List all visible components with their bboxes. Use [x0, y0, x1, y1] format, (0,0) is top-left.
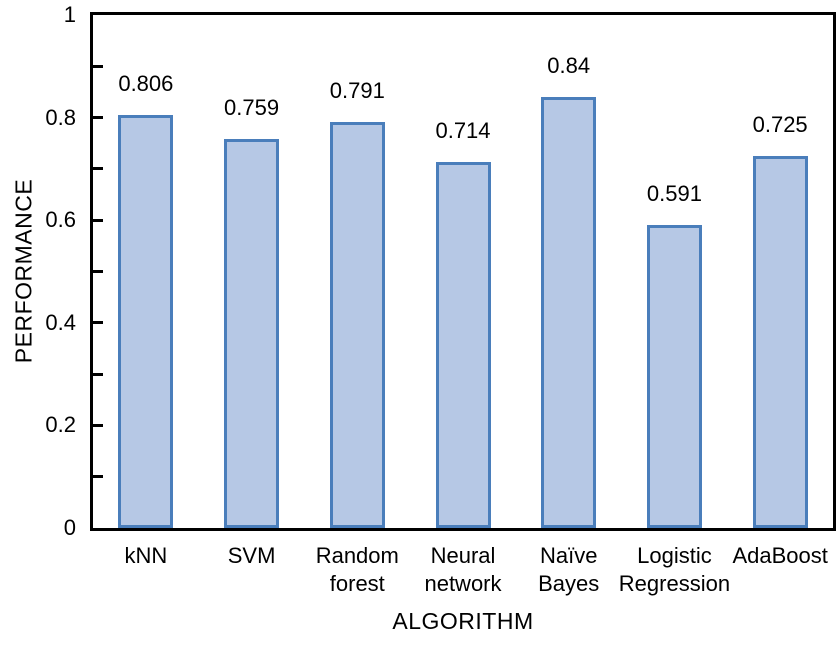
y-tick-label: 0.2 [45, 412, 76, 438]
bar [541, 97, 597, 528]
plot-area: 0.806 0.759 0.791 0.714 0.84 0.591 0.725 [90, 12, 836, 531]
y-tick-label: 1 [63, 2, 76, 27]
y-axis-title: PERFORMANCE [10, 178, 37, 364]
y-tick-label: 0.8 [45, 104, 76, 130]
y-axis-tick [93, 270, 103, 273]
bar [118, 115, 174, 528]
bar-value-label: 0.725 [752, 112, 808, 137]
x-category-label: SVM [227, 543, 276, 568]
y-axis-tick [93, 372, 103, 376]
x-category-label: Naïve Bayes [538, 543, 600, 596]
x-category-label: Logistic Regression [618, 543, 731, 596]
bar-value-label: 0.806 [118, 71, 174, 96]
y-tick-label: 0.6 [45, 207, 76, 233]
y-axis-tick [93, 64, 103, 68]
x-category-label: Neural network [424, 543, 502, 596]
bar-value-label: 0.791 [329, 78, 385, 103]
y-axis-tick [93, 116, 103, 120]
bar [646, 225, 702, 528]
bar-value-label: 0.591 [646, 181, 702, 206]
bar-value-label: 0.759 [224, 95, 280, 120]
y-axis-tick [93, 423, 103, 427]
x-category-label: AdaBoost [732, 543, 828, 568]
y-tick-label: 0 [63, 515, 76, 540]
bar-value-label: 0.714 [435, 118, 491, 143]
y-axis-tick [93, 321, 103, 325]
bar [224, 139, 280, 528]
x-axis-title: ALGORITHM [392, 608, 534, 634]
x-category-label: kNN [124, 543, 168, 568]
bar-value-label: 0.84 [547, 53, 591, 78]
y-axis-tick [93, 167, 103, 171]
y-tick-label: 0.4 [45, 309, 76, 335]
bar [329, 122, 385, 528]
bar [752, 156, 808, 528]
y-axis-tick [93, 218, 103, 222]
bar [435, 162, 491, 528]
y-axis-tick [93, 475, 103, 479]
x-category-label: Random forest [315, 543, 399, 596]
